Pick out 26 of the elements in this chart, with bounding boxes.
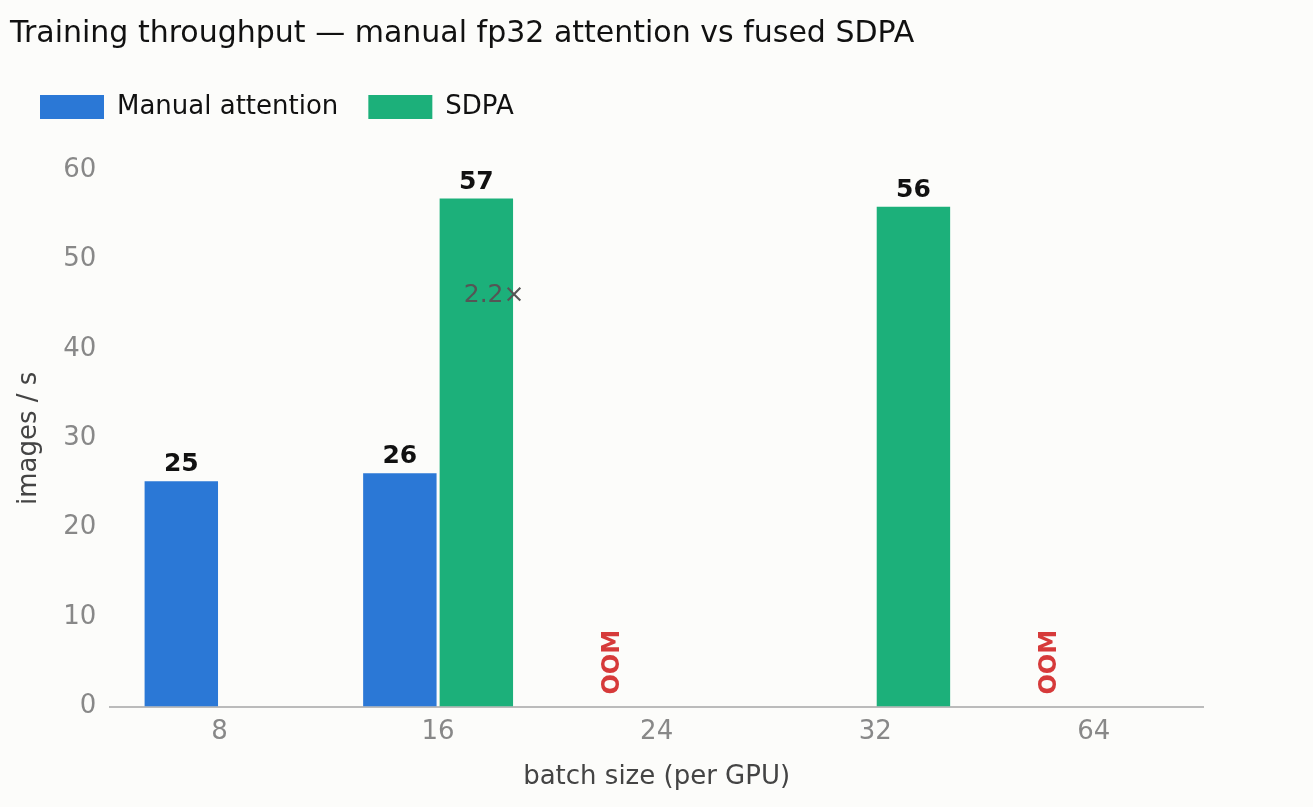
y-axis-title: images / s	[12, 371, 43, 505]
x-tick-label: 16	[421, 714, 455, 745]
x-tick-label: 32	[858, 714, 892, 745]
x-tick-label: 8	[211, 714, 228, 745]
legend-label: SDPA	[445, 89, 514, 120]
x-tick-label: 64	[1077, 714, 1111, 745]
data-label: 56	[896, 173, 931, 203]
data-label: 25	[163, 448, 199, 478]
bar	[876, 206, 951, 707]
y-tick-label: 30	[63, 421, 97, 452]
annotation: OOM	[596, 629, 625, 695]
y-tick-label: 40	[63, 331, 97, 362]
annotation: OOM	[1033, 629, 1062, 695]
y-tick-label: 20	[63, 510, 97, 541]
x-axis-title: batch size (per GPU)	[523, 760, 791, 791]
data-label: 57	[458, 165, 494, 195]
chart-title: Training throughput — manual fp32 attention vs fused SDPA	[9, 13, 915, 49]
y-tick-label: 60	[63, 152, 97, 183]
legend-label: Manual attention	[117, 89, 339, 120]
y-tick-label: 0	[79, 689, 97, 720]
data-label: 26	[382, 440, 418, 470]
y-tick-label: 50	[63, 242, 97, 273]
bar	[363, 473, 437, 707]
bar	[144, 481, 219, 707]
y-tick-label: 10	[63, 599, 97, 630]
x-tick-label: 24	[640, 714, 674, 745]
